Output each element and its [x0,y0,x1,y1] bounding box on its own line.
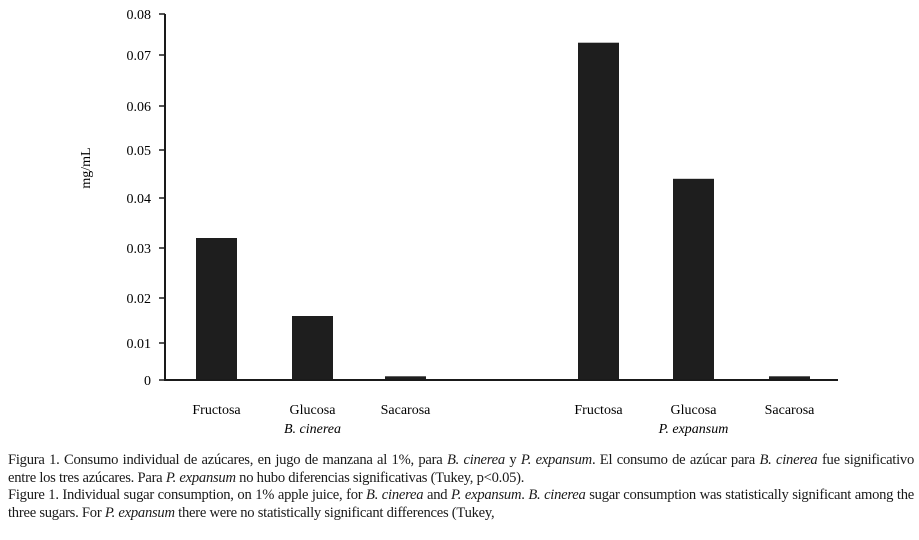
bar [673,178,714,380]
bar-chart: 0 0.01 0.02 0.03 0.04 0.05 0.06 0.07 0.08 Fructo… [79,8,838,437]
x-category-label: Glucosa [290,403,337,418]
caption-text: . [521,487,529,503]
species-name: B. cinerea [366,487,424,503]
species-name: P. expansum [520,452,592,468]
y-tick-label: 0.01 [127,337,152,352]
species-name: B. cinerea [446,452,505,468]
x-axis: Fructosa Glucosa Sacarosa B. cinerea Fructos… [165,379,838,437]
y-tick-label: 0.04 [127,192,152,207]
caption-text: no hubo diferencias significativas (Tuke… [235,469,525,486]
caption-text: fue significativo entre los tres azúcare… [8,452,914,486]
species-name: P. expansum [451,487,522,503]
x-category-label: Sacarosa [381,403,432,418]
caption-text: and [423,487,451,503]
caption-text: sugar consumption was statistically sign… [8,487,914,521]
bars [196,42,810,380]
caption-text: there were no statistically significant … [174,504,495,521]
caption-text: Figure 1. Individual sugar consumption, … [8,487,367,503]
y-tick-label: 0.06 [127,100,152,115]
bar [769,376,810,380]
y-tick-label: 0.03 [127,242,152,257]
y-tick-label: 0.05 [127,144,152,159]
bar [196,238,237,380]
x-category-label: Fructosa [192,403,241,418]
x-category-label: Fructosa [574,403,623,418]
caption-text: y [504,452,521,468]
y-tick-label: 0.08 [127,8,152,23]
y-tick-label: 0.07 [127,49,152,64]
caption-text: Figura 1. Consumo individual de azúcares… [8,452,447,468]
species-name: P. expansum [165,469,236,486]
y-tick-label: 0.02 [127,292,152,307]
bar [578,42,619,380]
x-group-label: P. expansum [658,422,729,437]
species-name: B. cinerea [528,487,586,503]
bar [385,376,426,380]
x-category-label: Sacarosa [765,403,816,418]
caption-text: . El consumo de azúcar para [591,452,760,468]
caption-spanish: Figura 1. Consumo individual de azúcares… [8,452,914,487]
species-name: P. expansum [104,504,175,521]
y-axis: 0 0.01 0.02 0.03 0.04 0.05 0.06 0.07 0.08 [127,8,166,389]
y-tick-label: 0 [144,374,151,389]
figure-caption: Figura 1. Consumo individual de azúcares… [8,452,914,522]
x-group-label: B. cinerea [284,422,341,437]
bar [292,316,333,380]
y-axis-label: mg/mL [79,147,94,188]
caption-english: Figure 1. Individual sugar consumption, … [8,487,914,522]
species-name: B. cinerea [759,452,818,468]
x-category-label: Glucosa [671,403,718,418]
